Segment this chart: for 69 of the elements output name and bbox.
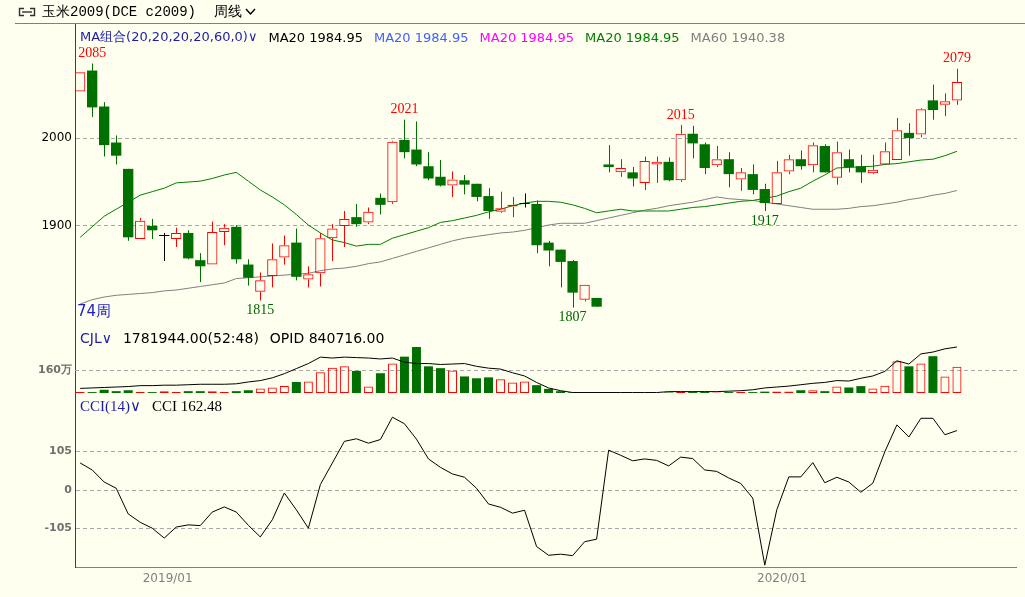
series-label: OPID 840716.00: [269, 330, 385, 346]
candlestick: [663, 156, 674, 182]
candlestick: [687, 125, 698, 159]
candlestick: [903, 122, 915, 157]
bar: [99, 389, 109, 393]
candlestick: [243, 258, 254, 287]
text: 1781944.00(52:48): [122, 330, 259, 346]
text: MA60 1940.38: [690, 29, 786, 45]
chart-subtitle: 周线: [214, 2, 243, 21]
candlestick: [375, 192, 386, 216]
bar: [928, 356, 938, 393]
text: CCI 162.48: [152, 397, 223, 415]
bar: [544, 388, 554, 393]
y-tick-label: 105: [49, 444, 72, 458]
bar: [435, 368, 445, 393]
annotation: 1815: [246, 302, 275, 318]
bar: [411, 347, 421, 393]
legend-title: CJL∨: [80, 330, 112, 346]
annotation: 2021: [390, 101, 419, 117]
bar: [459, 376, 469, 393]
candlestick: [927, 84, 939, 121]
bar: [351, 370, 361, 393]
legend-title: MA组合(20,20,20,20,60,0)∨: [80, 28, 258, 46]
candlestick: [518, 192, 531, 208]
bar: [904, 366, 914, 393]
annotation: 2079: [942, 50, 971, 66]
annotation: 1807: [558, 309, 587, 325]
candlestick: [759, 183, 770, 212]
y-tick-label: 2000: [41, 130, 72, 145]
x-axis-title: 74周: [77, 302, 112, 321]
x-tick-label: 2019/01: [142, 571, 193, 586]
bar: [796, 390, 806, 393]
candlestick: [855, 154, 867, 184]
bar: [399, 356, 409, 393]
legend-title: CCI(14)∨: [80, 397, 141, 415]
candlestick: [699, 142, 710, 175]
legend-label: MA20 1984.95: [373, 29, 469, 45]
candlestick: [795, 149, 806, 171]
candlestick: [843, 149, 855, 173]
legend-label: MA20 1984.95: [268, 29, 363, 45]
bar: [291, 381, 301, 393]
bar: [844, 387, 854, 393]
y-tick-label: -105: [44, 521, 72, 535]
text: MA20 1984.95: [585, 29, 680, 45]
ref-line-label: 160万: [38, 363, 72, 377]
chart-title: 玉米2009(DCE c2009): [42, 2, 197, 21]
candlestick: [627, 166, 638, 187]
candlestick: [747, 163, 758, 195]
bar: [123, 390, 133, 393]
bar: [472, 378, 482, 393]
candlestick: [351, 203, 362, 228]
bar: [243, 390, 253, 393]
legend-label: MA20 1984.95: [479, 29, 575, 45]
candlestick: [195, 252, 206, 283]
candlestick: [111, 134, 122, 165]
candlestick: [603, 144, 614, 173]
x-tick-label: 2020/01: [757, 571, 807, 586]
bar: [484, 377, 494, 393]
annotation: 2015: [666, 106, 695, 122]
bar: [423, 366, 433, 393]
bar: [375, 373, 385, 393]
bar: [856, 386, 866, 393]
y-tick-label: 1900: [41, 218, 72, 233]
y-tick-label: 0: [64, 482, 73, 496]
candlestick: [158, 232, 170, 262]
annotation: 1917: [750, 212, 779, 228]
candlestick: [723, 151, 734, 188]
annotation: 2085: [78, 45, 107, 61]
bar: [532, 385, 542, 393]
